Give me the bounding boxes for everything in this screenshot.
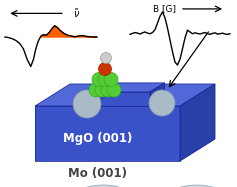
Polygon shape xyxy=(35,117,215,139)
Polygon shape xyxy=(90,92,150,106)
Circle shape xyxy=(99,62,111,76)
Polygon shape xyxy=(180,117,215,161)
Circle shape xyxy=(149,90,175,116)
Circle shape xyxy=(73,90,101,118)
Polygon shape xyxy=(33,185,220,187)
Text: Mo (001): Mo (001) xyxy=(68,167,127,180)
Circle shape xyxy=(101,83,115,97)
Polygon shape xyxy=(35,139,180,161)
Polygon shape xyxy=(35,106,180,161)
Circle shape xyxy=(107,83,121,97)
Polygon shape xyxy=(180,84,215,161)
Circle shape xyxy=(89,83,103,97)
Text: $\tilde{\nu}$: $\tilde{\nu}$ xyxy=(73,7,80,20)
Text: B [G]: B [G] xyxy=(153,4,176,13)
Polygon shape xyxy=(90,83,164,92)
Polygon shape xyxy=(150,83,164,106)
Circle shape xyxy=(92,73,106,87)
Circle shape xyxy=(100,53,111,64)
Circle shape xyxy=(104,73,118,87)
Polygon shape xyxy=(35,84,215,106)
Circle shape xyxy=(95,83,109,97)
Polygon shape xyxy=(41,26,97,37)
Text: MgO (001): MgO (001) xyxy=(63,132,132,145)
Circle shape xyxy=(98,73,112,87)
